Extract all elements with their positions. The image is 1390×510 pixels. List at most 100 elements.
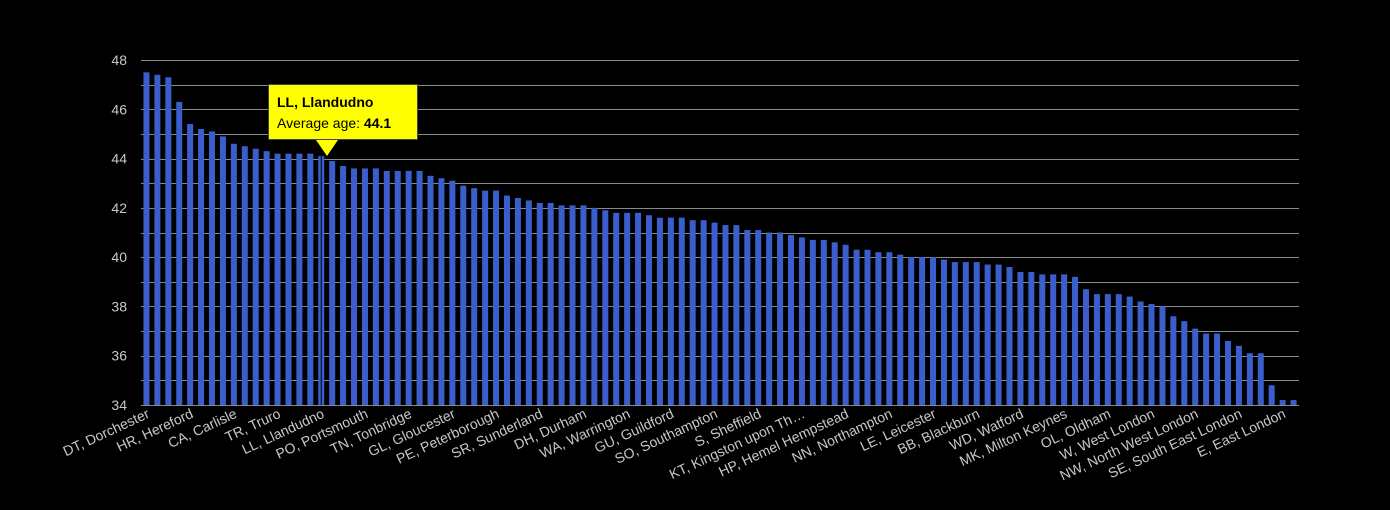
- bar[interactable]: [798, 237, 805, 405]
- bar[interactable]: [536, 202, 543, 405]
- bar[interactable]: [438, 178, 445, 405]
- bar[interactable]: [1170, 316, 1177, 405]
- bar[interactable]: [940, 259, 947, 405]
- bar[interactable]: [1017, 271, 1024, 405]
- bar[interactable]: [1006, 267, 1013, 405]
- bar[interactable]: [602, 210, 609, 405]
- bar[interactable]: [176, 101, 183, 405]
- bar[interactable]: [722, 225, 729, 405]
- bar[interactable]: [678, 217, 685, 405]
- bar[interactable]: [416, 170, 423, 405]
- bar[interactable]: [372, 168, 379, 405]
- bar[interactable]: [733, 225, 740, 405]
- bar[interactable]: [1115, 294, 1122, 405]
- bar[interactable]: [864, 249, 871, 405]
- bar[interactable]: [493, 190, 500, 405]
- bar[interactable]: [930, 257, 937, 405]
- bar[interactable]: [973, 262, 980, 405]
- bar[interactable]: [809, 239, 816, 405]
- bar[interactable]: [449, 180, 456, 405]
- bar[interactable]: [613, 212, 620, 405]
- bar[interactable]: [241, 146, 248, 405]
- bar[interactable]: [285, 153, 292, 405]
- bar[interactable]: [209, 131, 216, 405]
- bar[interactable]: [1181, 321, 1188, 405]
- bar[interactable]: [897, 254, 904, 405]
- bar[interactable]: [580, 205, 587, 405]
- bar[interactable]: [1159, 306, 1166, 405]
- bar[interactable]: [755, 230, 762, 405]
- bar[interactable]: [1039, 274, 1046, 405]
- bar[interactable]: [777, 232, 784, 406]
- bar[interactable]: [667, 217, 674, 405]
- bar[interactable]: [1257, 353, 1264, 405]
- bar[interactable]: [219, 136, 226, 405]
- bar[interactable]: [744, 230, 751, 405]
- bar[interactable]: [853, 249, 860, 405]
- bar[interactable]: [307, 153, 314, 405]
- bar[interactable]: [635, 212, 642, 405]
- bar[interactable]: [165, 77, 172, 405]
- bar[interactable]: [340, 165, 347, 405]
- bar[interactable]: [471, 188, 478, 405]
- bar[interactable]: [984, 264, 991, 405]
- bar[interactable]: [766, 232, 773, 406]
- bar[interactable]: [383, 170, 390, 405]
- bar[interactable]: [831, 242, 838, 405]
- bar[interactable]: [252, 148, 259, 405]
- bar[interactable]: [1279, 400, 1286, 405]
- bar[interactable]: [198, 129, 205, 405]
- bar[interactable]: [482, 190, 489, 405]
- bar[interactable]: [274, 153, 281, 405]
- bar[interactable]: [547, 202, 554, 405]
- bar[interactable]: [908, 257, 915, 405]
- bar[interactable]: [514, 198, 521, 405]
- bar[interactable]: [187, 124, 194, 405]
- bar[interactable]: [1192, 328, 1199, 405]
- bar[interactable]: [1126, 296, 1133, 405]
- bar[interactable]: [645, 215, 652, 405]
- bar[interactable]: [263, 151, 270, 405]
- bar[interactable]: [1104, 294, 1111, 405]
- bar[interactable]: [569, 205, 576, 405]
- bar[interactable]: [1224, 340, 1231, 405]
- bar[interactable]: [1072, 276, 1079, 405]
- bar[interactable]: [460, 185, 467, 405]
- bar[interactable]: [700, 220, 707, 405]
- bar[interactable]: [154, 74, 161, 405]
- bar[interactable]: [842, 244, 849, 405]
- bar[interactable]: [886, 252, 893, 405]
- bar[interactable]: [875, 252, 882, 405]
- bar[interactable]: [591, 207, 598, 405]
- bar[interactable]: [1148, 303, 1155, 405]
- bar[interactable]: [1203, 333, 1210, 405]
- bar[interactable]: [951, 262, 958, 405]
- bar[interactable]: [689, 220, 696, 405]
- bar[interactable]: [1082, 289, 1089, 405]
- bar[interactable]: [1235, 345, 1242, 405]
- bar[interactable]: [1061, 274, 1068, 405]
- bar[interactable]: [427, 175, 434, 405]
- bar[interactable]: [405, 170, 412, 405]
- bar[interactable]: [711, 222, 718, 405]
- bar[interactable]: [1214, 333, 1221, 405]
- bar[interactable]: [1028, 271, 1035, 405]
- bar[interactable]: [1268, 385, 1275, 405]
- bar[interactable]: [361, 168, 368, 405]
- bar[interactable]: [820, 239, 827, 405]
- bar[interactable]: [351, 168, 358, 405]
- bar[interactable]: [143, 72, 150, 405]
- bar[interactable]: [1093, 294, 1100, 405]
- bar[interactable]: [656, 217, 663, 405]
- bar[interactable]: [788, 234, 795, 405]
- bar[interactable]: [1290, 400, 1297, 405]
- bar[interactable]: [1246, 353, 1253, 405]
- bar[interactable]: [394, 170, 401, 405]
- bar[interactable]: [503, 195, 510, 405]
- bar[interactable]: [296, 153, 303, 405]
- bar[interactable]: [1050, 274, 1057, 405]
- bar[interactable]: [962, 262, 969, 405]
- bar[interactable]: [558, 205, 565, 405]
- bar[interactable]: [624, 212, 631, 405]
- bar[interactable]: [995, 264, 1002, 405]
